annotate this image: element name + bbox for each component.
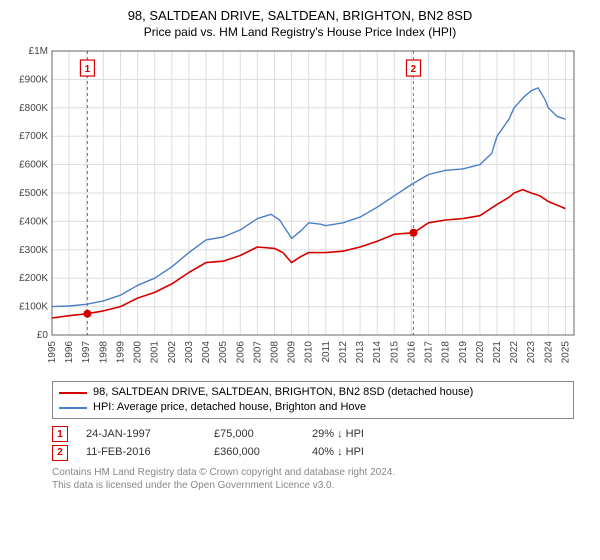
svg-text:2002: 2002 — [167, 340, 178, 363]
svg-text:2020: 2020 — [475, 340, 486, 363]
chart-title-line2: Price paid vs. HM Land Registry's House … — [10, 25, 590, 39]
svg-text:1999: 1999 — [115, 340, 126, 363]
svg-text:£500K: £500K — [19, 188, 48, 199]
svg-text:2015: 2015 — [389, 340, 400, 363]
legend-item: HPI: Average price, detached house, Brig… — [59, 400, 567, 415]
svg-text:2006: 2006 — [235, 340, 246, 363]
svg-text:1: 1 — [85, 64, 91, 75]
sale-price: £360,000 — [214, 443, 294, 462]
svg-text:2016: 2016 — [406, 340, 417, 363]
legend-swatch — [59, 407, 87, 409]
svg-text:2014: 2014 — [372, 340, 383, 363]
legend: 98, SALTDEAN DRIVE, SALTDEAN, BRIGHTON, … — [52, 381, 574, 419]
svg-text:1998: 1998 — [98, 340, 109, 363]
svg-text:2007: 2007 — [252, 340, 263, 363]
svg-text:2003: 2003 — [184, 340, 195, 363]
svg-text:£300K: £300K — [19, 245, 48, 256]
svg-text:£700K: £700K — [19, 131, 48, 142]
svg-text:2001: 2001 — [150, 340, 161, 363]
svg-text:2022: 2022 — [509, 340, 520, 363]
sale-date: 11-FEB-2016 — [86, 443, 196, 462]
footnote: Contains HM Land Registry data © Crown c… — [52, 466, 574, 492]
svg-text:£900K: £900K — [19, 74, 48, 85]
svg-text:£1M: £1M — [29, 46, 48, 57]
svg-text:2019: 2019 — [458, 340, 469, 363]
svg-text:2005: 2005 — [218, 340, 229, 363]
legend-label: 98, SALTDEAN DRIVE, SALTDEAN, BRIGHTON, … — [93, 385, 473, 400]
svg-text:2004: 2004 — [201, 340, 212, 363]
sale-price: £75,000 — [214, 425, 294, 444]
sale-marker-box: 1 — [52, 426, 68, 442]
chart-area: £0 £100K £200K £300K £400K £500K £600K £700K £80… — [10, 45, 590, 375]
svg-text:£200K: £200K — [19, 273, 48, 284]
svg-text:2000: 2000 — [133, 340, 144, 363]
svg-text:£0: £0 — [37, 330, 49, 341]
svg-text:2012: 2012 — [338, 340, 349, 363]
svg-text:2025: 2025 — [560, 340, 571, 363]
svg-text:1995: 1995 — [47, 340, 58, 363]
svg-text:2009: 2009 — [287, 340, 298, 363]
sale-diff: 40% ↓ HPI — [312, 443, 412, 462]
footnote-line2: This data is licensed under the Open Gov… — [52, 479, 574, 492]
svg-text:2013: 2013 — [355, 340, 366, 363]
sale-row: 1 24-JAN-1997 £75,000 29% ↓ HPI — [52, 425, 574, 444]
svg-text:2011: 2011 — [321, 340, 332, 362]
svg-text:£800K: £800K — [19, 103, 48, 114]
line-chart: £0 £100K £200K £300K £400K £500K £600K £700K £80… — [10, 45, 590, 375]
footnote-line1: Contains HM Land Registry data © Crown c… — [52, 466, 574, 479]
svg-text:2010: 2010 — [304, 340, 315, 363]
svg-text:2: 2 — [411, 64, 417, 75]
svg-text:2024: 2024 — [543, 340, 554, 363]
sale-marker-box: 2 — [52, 445, 68, 461]
svg-text:1996: 1996 — [64, 340, 75, 363]
legend-label: HPI: Average price, detached house, Brig… — [93, 400, 366, 415]
chart-title-line1: 98, SALTDEAN DRIVE, SALTDEAN, BRIGHTON, … — [10, 8, 590, 25]
sale-row: 2 11-FEB-2016 £360,000 40% ↓ HPI — [52, 443, 574, 462]
svg-text:2008: 2008 — [269, 340, 280, 363]
sale-diff: 29% ↓ HPI — [312, 425, 412, 444]
svg-text:2023: 2023 — [526, 340, 537, 363]
svg-text:2021: 2021 — [492, 340, 503, 363]
legend-item: 98, SALTDEAN DRIVE, SALTDEAN, BRIGHTON, … — [59, 385, 567, 400]
svg-text:2018: 2018 — [441, 340, 452, 363]
sale-date: 24-JAN-1997 — [86, 425, 196, 444]
legend-swatch — [59, 392, 87, 394]
svg-text:£100K: £100K — [19, 301, 48, 312]
svg-text:£400K: £400K — [19, 216, 48, 227]
svg-text:£600K: £600K — [19, 159, 48, 170]
chart-container: 98, SALTDEAN DRIVE, SALTDEAN, BRIGHTON, … — [0, 0, 600, 498]
svg-text:2017: 2017 — [424, 340, 435, 363]
svg-text:1997: 1997 — [81, 340, 92, 363]
sales-table: 1 24-JAN-1997 £75,000 29% ↓ HPI 2 11-FEB-2016… — [52, 425, 574, 462]
